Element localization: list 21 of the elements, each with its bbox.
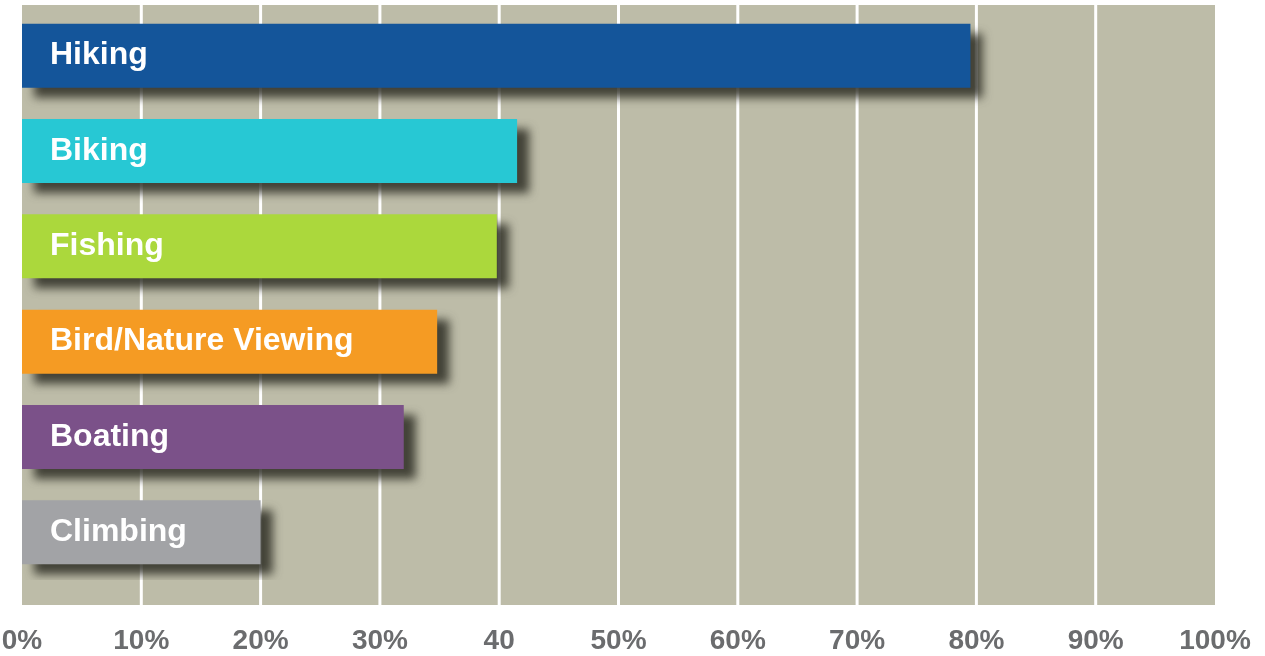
x-tick-label: 40 (483, 623, 515, 655)
x-tick-label: 10% (113, 623, 170, 655)
x-tick-label: 90% (1067, 623, 1124, 655)
bar (22, 118, 518, 184)
bar (22, 404, 404, 470)
y-tick-label: Bird/Nature Viewing (50, 321, 354, 358)
x-tick-label: 30% (351, 623, 409, 655)
y-tick-label: Hiking (50, 35, 148, 72)
y-tick-label: Boating (50, 416, 170, 453)
x-tick-label: 70% (829, 623, 886, 655)
x-tick-label: 20% (232, 623, 289, 655)
bar (22, 23, 971, 88)
bar (22, 214, 497, 279)
x-tick-label: 50% (590, 623, 647, 655)
x-tick-label: 60% (709, 623, 766, 655)
x-tick-label: 0% (1, 623, 43, 655)
x-tick-label: 80% (948, 623, 1005, 655)
y-tick-label: Biking (50, 130, 148, 167)
y-tick-label: Fishing (50, 226, 164, 263)
y-tick-label: Climbing (50, 512, 187, 549)
x-tick-label: 100% (1179, 623, 1251, 655)
